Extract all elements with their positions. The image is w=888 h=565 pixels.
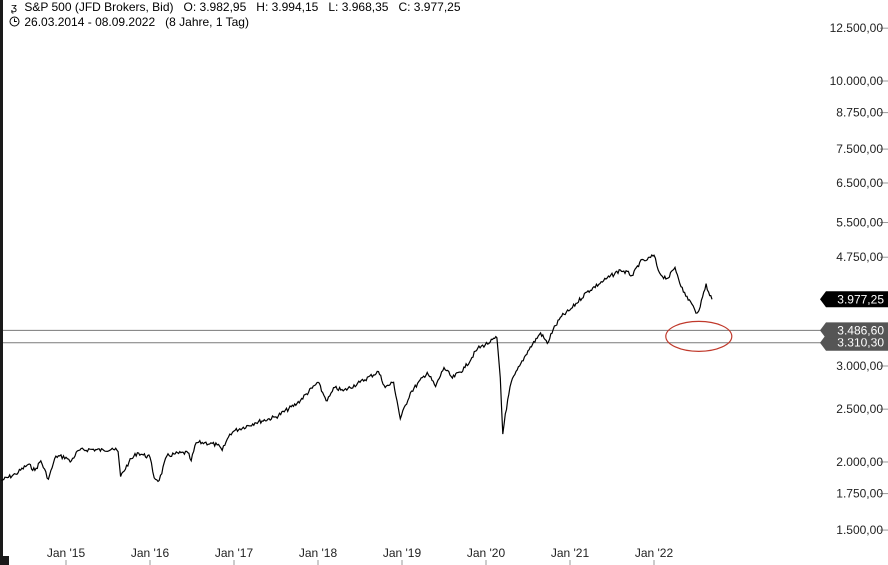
y-tick-label: 7.500,00 <box>836 142 883 156</box>
y-tick-label: 5.500,00 <box>836 216 883 230</box>
x-tick-label: Jan '22 <box>635 546 674 560</box>
clock-icon <box>7 16 21 31</box>
instrument-name: S&P 500 (JFD Brokers, Bid) <box>24 0 174 14</box>
open-label: O: <box>183 0 197 14</box>
highlight-ellipse[interactable] <box>665 320 733 352</box>
level-price-label: 3.310,30 <box>837 336 884 350</box>
y-tick-label: 10.000,00 <box>830 74 884 88</box>
date-range-row: 26.03.2014 - 08.09.2022 (8 Jahre, 1 Tag) <box>7 15 249 31</box>
bars-icon: ᶚ <box>11 2 17 14</box>
period: (8 Jahre, 1 Tag) <box>165 15 249 29</box>
levels-layer <box>3 329 824 344</box>
annotation-layer: 3.310,303.486,60 3.977,25 <box>665 291 888 352</box>
level-price-label: 3.486,60 <box>837 323 884 337</box>
x-tick-label: Jan '18 <box>299 546 338 560</box>
price-line-series <box>1 254 713 483</box>
date-range: 26.03.2014 - 08.09.2022 <box>24 15 156 29</box>
open-value: 3.982,95 <box>199 0 247 14</box>
x-tick-label: Jan '15 <box>47 546 86 560</box>
close-label: C: <box>398 0 411 14</box>
last-price-label: 3.977,25 <box>837 292 884 306</box>
low-value: 3.968,35 <box>341 0 389 14</box>
y-tick-label: 2.000,00 <box>836 455 883 469</box>
y-tick-label: 3.000,00 <box>836 359 883 373</box>
x-tick-label: Jan '19 <box>383 546 422 560</box>
high-label: H: <box>256 0 269 14</box>
x-tick-label: Jan '21 <box>551 546 590 560</box>
y-tick-label: 1.750,00 <box>836 487 883 501</box>
y-tick-label: 2.500,00 <box>836 402 883 416</box>
level-price-badge: 3.486,60 <box>820 322 888 339</box>
axis-layer: 12.500,00 10.000,00 8.750,00 7.500,00 6.500,… <box>47 21 888 565</box>
y-tick-label: 6.500,00 <box>836 176 883 190</box>
y-tick-label: 4.750,00 <box>836 250 883 264</box>
last-price-badge: 3.977,25 <box>820 291 888 308</box>
y-tick-label: 8.750,00 <box>836 106 883 120</box>
chart-header: ᶚ S&P 500 (JFD Brokers, Bid) O: 3.982,95… <box>7 0 461 16</box>
x-tick-label: Jan '17 <box>215 546 254 560</box>
x-tick-label: Jan '16 <box>131 546 170 560</box>
corner-box <box>0 556 9 565</box>
low-label: L: <box>328 0 339 14</box>
high-value: 3.994,15 <box>271 0 319 14</box>
y-tick-label: 1.500,00 <box>836 523 883 537</box>
level-price-badge: 3.310,30 <box>820 334 888 351</box>
x-tick-label: Jan '20 <box>467 546 506 560</box>
y-tick-label: 12.500,00 <box>830 21 884 35</box>
left-border <box>0 0 3 565</box>
close-value: 3.977,25 <box>413 0 461 14</box>
